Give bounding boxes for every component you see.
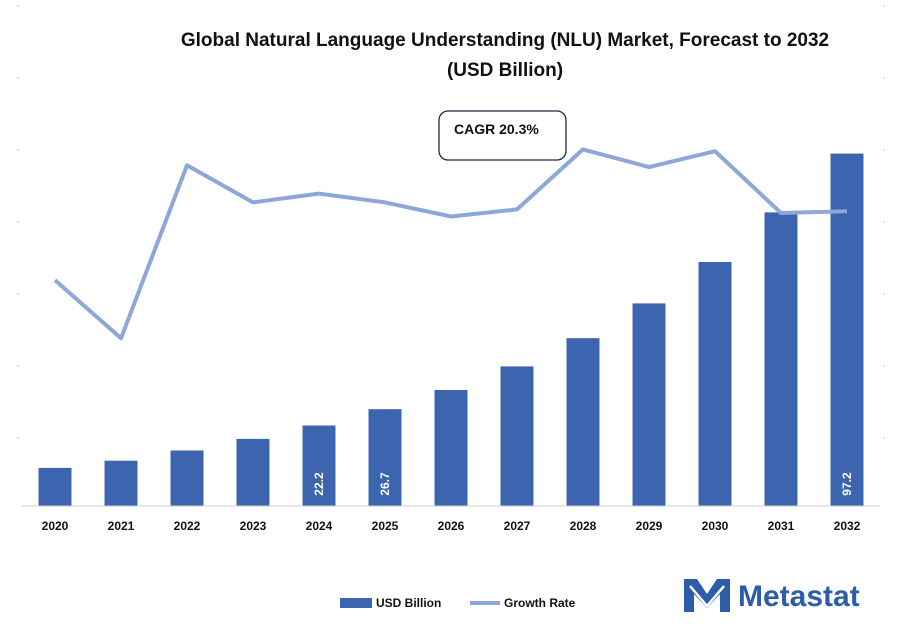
bar-2029 — [632, 303, 666, 506]
metastat-wordmark: Metastat — [738, 580, 860, 613]
cagr-callout-box — [438, 110, 567, 161]
cagr-callout-text: CAGR 20.3% — [454, 121, 539, 137]
bar-2024 — [302, 425, 336, 506]
bar-2025 — [368, 409, 402, 506]
bar-2032 — [830, 153, 864, 506]
axis-dot — [17, 149, 19, 151]
metastat-brand: Metastat — [684, 579, 860, 613]
bar-2021 — [104, 460, 138, 506]
x-tick-label-2032: 2032 — [834, 519, 861, 533]
bar-data-label-2032: 97.2 — [840, 472, 854, 496]
x-tick-label-2029: 2029 — [636, 519, 663, 533]
bar-data-label-2025: 26.7 — [378, 472, 392, 496]
x-tick-label-2025: 2025 — [372, 519, 399, 533]
bar-2020 — [38, 467, 72, 506]
axis-dot — [883, 437, 885, 439]
x-tick-label-2022: 2022 — [174, 519, 201, 533]
bar-2028 — [566, 338, 600, 506]
x-tick-label-2021: 2021 — [108, 519, 135, 533]
x-tick-label-2026: 2026 — [438, 519, 465, 533]
bar-data-labels: 22.2 26.7 97.2 — [312, 472, 854, 496]
bar-data-label-2024: 22.2 — [312, 472, 326, 496]
axis-dot — [883, 5, 885, 7]
x-tick-label-2030: 2030 — [702, 519, 729, 533]
legend-label-usd-billion: USD Billion — [376, 596, 441, 610]
axis-tick-dots — [17, 5, 885, 439]
axis-dot — [17, 77, 19, 79]
x-tick-label-2027: 2027 — [504, 519, 531, 533]
legend-label-growth-rate: Growth Rate — [504, 596, 576, 610]
axis-dot — [17, 221, 19, 223]
axis-dot — [883, 77, 885, 79]
x-tick-label-2024: 2024 — [306, 519, 333, 533]
axis-dot — [883, 365, 885, 367]
axis-dot — [17, 365, 19, 367]
bar-2026 — [434, 390, 468, 506]
x-tick-label-2031: 2031 — [768, 519, 795, 533]
legend: USD Billion Growth Rate — [340, 596, 576, 610]
axis-dot — [883, 149, 885, 151]
x-tick-label-2023: 2023 — [240, 519, 267, 533]
legend-swatch-usd-billion — [340, 598, 372, 608]
x-tick-label-2020: 2020 — [42, 519, 69, 533]
metastat-logo-icon — [684, 579, 730, 612]
x-tick-label-2028: 2028 — [570, 519, 597, 533]
bar-2023 — [236, 438, 270, 506]
bar-2031 — [764, 212, 798, 506]
axis-dot — [17, 437, 19, 439]
bar-2027 — [500, 366, 534, 506]
bar-2022 — [170, 450, 204, 506]
cagr-callout: CAGR 20.3% — [438, 110, 567, 161]
bar-series — [38, 153, 864, 506]
chart-title: Global Natural Language Understanding (N… — [181, 30, 829, 51]
x-axis-tick-labels: 2020 2021 2022 2023 2024 2025 2026 2027 2028 2029… — [42, 519, 861, 533]
chart-subtitle: (USD Billion) — [447, 60, 563, 81]
bar-2030 — [698, 262, 732, 506]
axis-dot — [883, 221, 885, 223]
growth-rate-line — [53, 147, 848, 341]
axis-dot — [17, 293, 19, 295]
axis-dot — [17, 5, 19, 7]
axis-dot — [883, 293, 885, 295]
